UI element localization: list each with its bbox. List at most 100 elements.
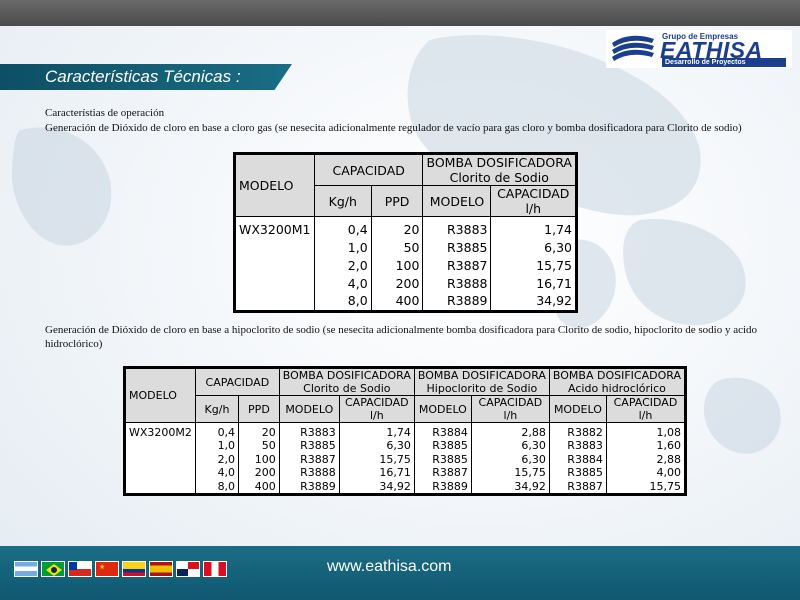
table-row: 8,0 400 R3889 34,92 R3889 34,92 R3887 15… [124, 479, 687, 494]
banner-title: Características Técnicas : [45, 67, 241, 86]
cell-cap1: 15,75 [338, 452, 415, 466]
cell-lh: 1,74 [490, 216, 577, 239]
cell-model: WX3200M1 [234, 216, 315, 239]
china-flag: ★ [95, 561, 119, 577]
cell-pump: R3887 [422, 256, 492, 275]
section-subtitle: Característias de operación [45, 107, 165, 119]
cell-lh: 6,30 [490, 238, 577, 257]
header-bomba-line2: Clorito de Sodio [449, 170, 549, 185]
cell-pump3: R3887 [548, 479, 607, 494]
header-modelo: MODELO [124, 367, 196, 423]
header-capacidad: CAPACIDAD [313, 153, 424, 186]
header-bomba-line1: BOMBA DOSIFICADORA [426, 155, 572, 170]
header-modelo: MODELO [234, 153, 315, 217]
cell-kgh: 4,0 [313, 274, 372, 293]
section-banner: Características Técnicas : [0, 64, 292, 90]
cell-ppd: 100 [370, 256, 424, 275]
cell-pump2: R3885 [413, 439, 472, 453]
colombia-flag [122, 561, 146, 577]
cell-cap3: 15,75 [605, 479, 687, 494]
cell-kgh: 0,4 [194, 422, 240, 439]
section2-description: Generación de Dióxido de cloro en base a… [45, 324, 758, 350]
table-row: 4,0 200 R3888 16,71 R3887 15,75 R3885 4,… [124, 466, 687, 480]
cell-lh: 34,92 [490, 292, 577, 311]
cell-pump1: R3887 [278, 452, 340, 466]
panama-flag [176, 561, 200, 577]
header-pump-cap-line1: CAPACIDAD [344, 396, 409, 409]
cell-ppd: 100 [238, 452, 280, 466]
cell-pump: R3889 [422, 292, 492, 311]
spec-table-cloro-gas: MODELO CAPACIDAD BOMBA DOSIFICADORA Clor… [233, 152, 578, 313]
table-row: 4,0 200 R3888 16,71 [234, 274, 577, 293]
header-ppd: PPD [238, 395, 280, 423]
eathisa-logo: Grupo de Empresas EATHISA Desarrollo de … [606, 30, 792, 68]
cell-pump1: R3885 [278, 439, 340, 453]
cell-model [124, 439, 196, 453]
header-bomba-hipoclorito: BOMBA DOSIFICADORA Hipoclorito de Sodio [413, 367, 550, 396]
header-pump-modelo: MODELO [413, 395, 472, 423]
website-url[interactable]: www.eathisa.com [327, 558, 452, 575]
cell-kgh: 8,0 [194, 479, 240, 494]
spec-table-hipoclorito: MODELO CAPACIDAD BOMBA DOSIFICADORA Clor… [123, 366, 687, 496]
cell-model [234, 292, 315, 311]
cell-ppd: 20 [238, 422, 280, 439]
cell-pump3: R3882 [548, 422, 607, 439]
cell-model [124, 452, 196, 466]
cell-pump1: R3889 [278, 479, 340, 494]
table-row: WX3200M1 0,4 20 R3883 1,74 [234, 216, 577, 239]
cell-pump2: R3884 [413, 422, 472, 439]
cell-kgh: 0,4 [313, 216, 372, 239]
chile-flag [68, 561, 92, 577]
header-ppd: PPD [370, 185, 424, 217]
cell-pump2: R3887 [413, 466, 472, 480]
top-bar [0, 0, 800, 26]
cell-model [234, 274, 315, 293]
section1-description: Generación de Dióxido de cloro en base a… [45, 122, 742, 134]
table-row: 1,0 50 R3885 6,30 [234, 238, 577, 257]
cell-cap3: 1,60 [605, 439, 687, 453]
table-row: WX3200M2 0,4 20 R3883 1,74 R3884 2,88 R3… [124, 422, 687, 439]
header-pump-capacidad: CAPACIDAD l/h [605, 395, 687, 423]
table-row: 1,0 50 R3885 6,30 R3885 6,30 R3883 1,60 [124, 439, 687, 453]
table-row: 2,0 100 R3887 15,75 [234, 256, 577, 275]
header-kgh: Kg/h [194, 395, 240, 423]
header-pump-modelo: MODELO [548, 395, 607, 423]
cell-model [124, 479, 196, 494]
logo-division: Desarrollo de Proyectos [662, 58, 786, 67]
logo-swoosh-icon [612, 35, 654, 61]
cell-ppd: 50 [370, 238, 424, 257]
header-pump-capacidad: CAPACIDAD l/h [490, 185, 577, 217]
header-pump-cap-line1: CAPACIDAD [497, 186, 570, 201]
footer-bar: ★ www.eathisa.com [0, 546, 800, 600]
cell-lh: 16,71 [490, 274, 577, 293]
cell-ppd: 200 [370, 274, 424, 293]
cell-model: WX3200M2 [124, 422, 196, 439]
cell-model [234, 238, 315, 257]
cell-lh: 15,75 [490, 256, 577, 275]
cell-model [124, 466, 196, 480]
cell-ppd: 400 [370, 292, 424, 311]
cell-cap2: 15,75 [470, 466, 550, 480]
cell-pump3: R3883 [548, 439, 607, 453]
cell-pump: R3885 [422, 238, 492, 257]
header-pump-cap-line1: CAPACIDAD [613, 396, 678, 409]
header-pump-cap-line2: l/h [503, 409, 518, 422]
cell-kgh: 4,0 [194, 466, 240, 480]
header-bomba: BOMBA DOSIFICADORA Clorito de Sodio [422, 153, 577, 186]
cell-cap2: 6,30 [470, 439, 550, 453]
cell-pump3: R3885 [548, 466, 607, 480]
cell-kgh: 8,0 [313, 292, 372, 311]
header-kgh: Kg/h [313, 185, 372, 217]
cell-pump: R3883 [422, 216, 492, 239]
cell-pump: R3888 [422, 274, 492, 293]
cell-cap1: 6,30 [338, 439, 415, 453]
header-bomba-label: BOMBA DOSIFICADORA [282, 369, 411, 382]
cell-pump3: R3884 [548, 452, 607, 466]
cell-pump2: R3889 [413, 479, 472, 494]
header-pump-capacidad: CAPACIDAD l/h [470, 395, 550, 423]
cell-kgh: 1,0 [313, 238, 372, 257]
header-group-clorito: Clorito de Sodio [303, 382, 391, 395]
header-pump-cap-line2: l/h [638, 409, 653, 422]
cell-cap2: 6,30 [470, 452, 550, 466]
header-group-hipoclorito: Hipoclorito de Sodio [426, 382, 538, 395]
